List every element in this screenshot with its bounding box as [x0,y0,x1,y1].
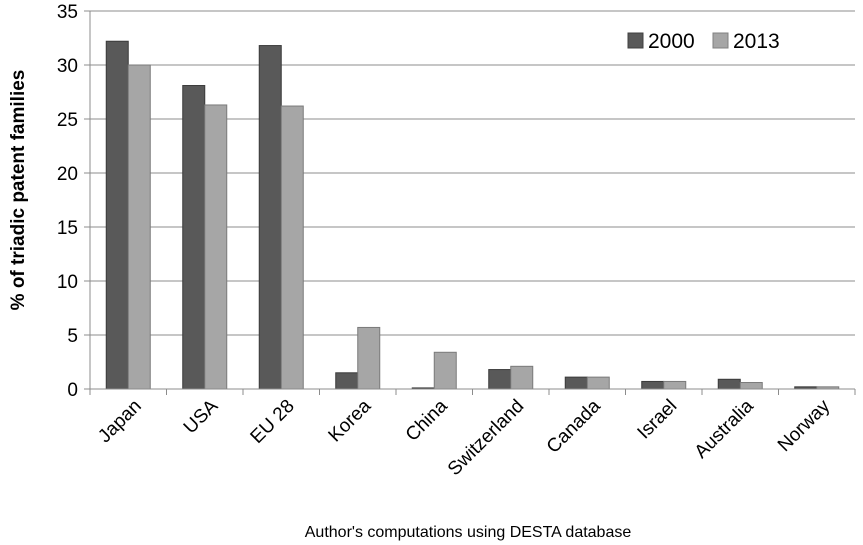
y-tick-label: 30 [57,56,78,77]
bar-2013-canada [586,376,610,390]
bar-2013-usa [204,104,228,390]
x-category-label: Korea [325,395,376,446]
y-axis-title: % of triadic patent families [8,70,29,311]
legend-label-2013: 2013 [733,30,780,53]
x-category-label: China [402,395,452,445]
bar-2000-eu-28 [258,45,282,390]
bar-2000-usa [182,85,206,390]
x-category-label: USA [180,395,223,438]
bar-2013-eu-28 [280,105,304,390]
x-category-label: Japan [94,396,145,447]
bar-2000-korea [335,372,359,390]
x-category-label: EU 28 [247,396,299,448]
source-note: Author's computations using DESTA databa… [305,524,632,541]
bar-2013-australia [739,382,763,390]
y-tick-label: 20 [57,164,78,185]
x-category-label: Australia [691,395,758,462]
x-category-label: Israel [634,396,682,444]
bar-2013-israel [663,380,687,390]
bar-2000-switzerland [488,369,512,390]
bar-2000-japan [105,40,129,390]
y-tick-label: 0 [67,380,78,401]
bars [105,40,840,390]
bar-2013-switzerland [510,365,534,390]
legend-swatch-2000 [627,32,644,49]
bar-2000-canada [564,376,588,390]
y-tick-labels: 0 5 10 15 20 25 30 35 [57,2,78,401]
bar-2013-japan [127,64,151,390]
axes [89,11,856,395]
legend-swatch-2013 [712,32,729,49]
bar-2000-australia [717,378,741,390]
x-category-label: Switzerland [444,396,528,480]
bar-2013-china [433,351,457,390]
legend: 2000 2013 [627,30,780,53]
y-tick-label: 25 [57,110,78,131]
x-category-label: Canada [543,395,605,457]
y-tick-label: 35 [57,2,78,23]
y-tick-label: 5 [67,326,78,347]
y-tick-label: 10 [57,272,78,293]
bar-2013-korea [357,326,381,390]
bar-2000-israel [641,380,665,390]
legend-label-2000: 2000 [648,30,695,53]
x-category-label: Norway [774,395,835,456]
y-tick-label: 15 [57,218,78,239]
